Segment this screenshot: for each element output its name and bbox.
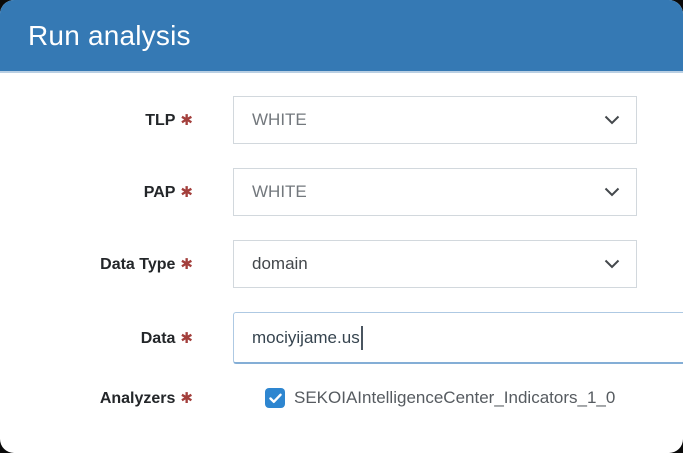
chevron-down-icon	[604, 187, 620, 197]
data-type-label: Data Type ✱	[100, 255, 193, 273]
required-asterisk-icon: ✱	[180, 389, 193, 407]
tlp-label: TLP ✱	[145, 111, 193, 129]
required-asterisk-icon: ✱	[180, 183, 193, 201]
data-input-value: mociyijame.us	[252, 327, 360, 347]
check-icon	[268, 393, 282, 403]
pap-field-row: PAP ✱ WHITE	[0, 168, 683, 216]
data-type-select-value: domain	[252, 254, 308, 273]
data-input[interactable]: mociyijame.us	[233, 312, 683, 364]
analyzer-name-label: SEKOIAIntelligenceCenter_Indicators_1_0	[294, 388, 616, 407]
data-type-select[interactable]: domain	[233, 240, 637, 288]
analyzer-list-item: SEKOIAIntelligenceCenter_Indicators_1_0	[233, 388, 683, 408]
pap-select[interactable]: WHITE	[233, 168, 637, 216]
tlp-field-row: TLP ✱ WHITE	[0, 96, 683, 144]
dialog-header: Run analysis	[0, 0, 683, 73]
data-label: Data ✱	[140, 329, 193, 347]
pap-label: PAP ✱	[143, 183, 193, 201]
chevron-down-icon	[604, 259, 620, 269]
required-asterisk-icon: ✱	[180, 111, 193, 129]
required-asterisk-icon: ✱	[180, 255, 193, 273]
text-caret	[360, 325, 363, 350]
pap-select-value: WHITE	[252, 182, 307, 201]
tlp-select[interactable]: WHITE	[233, 96, 637, 144]
analyzers-label: Analyzers ✱	[99, 389, 193, 407]
dialog-body: TLP ✱ WHITE PAP ✱ WHITE	[0, 73, 683, 408]
dialog-title: Run analysis	[28, 19, 191, 51]
required-asterisk-icon: ✱	[180, 329, 193, 347]
data-type-field-row: Data Type ✱ domain	[0, 240, 683, 288]
analyzers-checkbox[interactable]	[265, 388, 285, 408]
analyzers-field-row: Analyzers ✱ SEKOIAIntelligenceCenter_Indi…	[0, 388, 683, 408]
data-field-row: Data ✱ mociyijame.us	[0, 312, 683, 364]
chevron-down-icon	[604, 115, 620, 125]
tlp-select-value: WHITE	[252, 110, 307, 129]
